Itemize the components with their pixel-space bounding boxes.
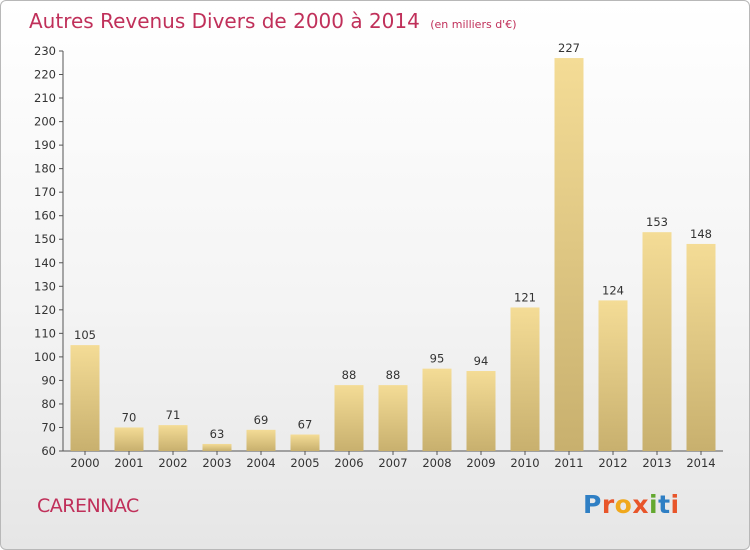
brand-logo: Proxiti [583,490,680,519]
chart-title-text: Autres Revenus Divers de 2000 à 2014 [29,9,420,33]
x-tick-label: 2010 [510,456,539,470]
x-tick-label: 2006 [334,456,363,470]
x-tick-label: 2007 [378,456,407,470]
bar-value-label: 67 [298,418,313,432]
brand-logo-letter: i [670,490,680,519]
bar [422,368,452,451]
y-tick-label: 180 [34,162,56,176]
x-tick-label: 2008 [422,456,451,470]
y-tick-label: 130 [34,279,56,293]
bar-value-label: 121 [514,290,536,304]
y-tick-label: 190 [34,138,56,152]
bar-value-label: 88 [342,368,357,382]
x-tick-label: 2005 [290,456,319,470]
x-tick-label: 2013 [642,456,671,470]
bar [378,385,408,451]
bar [598,300,628,451]
brand-logo-letter: r [601,490,615,519]
y-tick-label: 60 [41,444,56,458]
y-tick-label: 70 [41,420,56,434]
bar-value-label: 148 [690,227,712,241]
bar-value-label: 71 [166,408,181,422]
brand-logo-letter: P [583,490,602,519]
bar-value-label: 69 [254,413,269,427]
bar-value-label: 95 [430,352,445,366]
brand-logo-letter: o [614,490,633,519]
bar [554,58,584,451]
y-tick-label: 120 [34,303,56,317]
y-tick-label: 200 [34,115,56,129]
bar [290,434,320,451]
chart-title: Autres Revenus Divers de 2000 à 2014 (en… [29,9,517,33]
y-tick-label: 150 [34,232,56,246]
bar-value-label: 70 [122,410,137,424]
bar [334,385,364,451]
chart-subtitle: (en milliers d'€) [430,18,517,31]
x-tick-label: 2002 [158,456,187,470]
bar-value-label: 227 [558,41,580,55]
bar-value-label: 88 [386,368,401,382]
bar [466,371,496,451]
x-tick-label: 2011 [554,456,583,470]
x-tick-label: 2001 [114,456,143,470]
bar [114,427,144,451]
city-name: CARENNAC [37,495,139,517]
y-tick-label: 170 [34,185,56,199]
bar-value-label: 124 [602,283,624,297]
brand-logo-letter: i [649,490,659,519]
bar [246,429,276,451]
y-tick-label: 90 [41,373,56,387]
x-tick-label: 2012 [598,456,627,470]
x-tick-label: 2003 [202,456,231,470]
x-tick-label: 2000 [70,456,99,470]
y-tick-label: 230 [34,44,56,58]
bar-value-label: 63 [210,427,225,441]
y-tick-label: 140 [34,256,56,270]
x-tick-label: 2009 [466,456,495,470]
x-tick-label: 2014 [686,456,715,470]
bar [158,425,188,451]
bar-value-label: 94 [474,354,489,368]
brand-logo-letter: t [658,490,671,519]
bar [642,232,672,451]
y-tick-label: 210 [34,91,56,105]
brand-logo-letter: x [632,490,649,519]
bar-value-label: 105 [74,328,96,342]
bar-value-label: 153 [646,215,668,229]
bar [510,307,540,451]
bar [70,345,100,451]
y-tick-label: 220 [34,68,56,82]
y-tick-label: 110 [34,326,56,340]
bar [202,443,232,451]
y-tick-label: 160 [34,209,56,223]
x-tick-label: 2004 [246,456,275,470]
bar [686,243,716,451]
y-tick-label: 100 [34,350,56,364]
y-tick-label: 80 [41,397,56,411]
